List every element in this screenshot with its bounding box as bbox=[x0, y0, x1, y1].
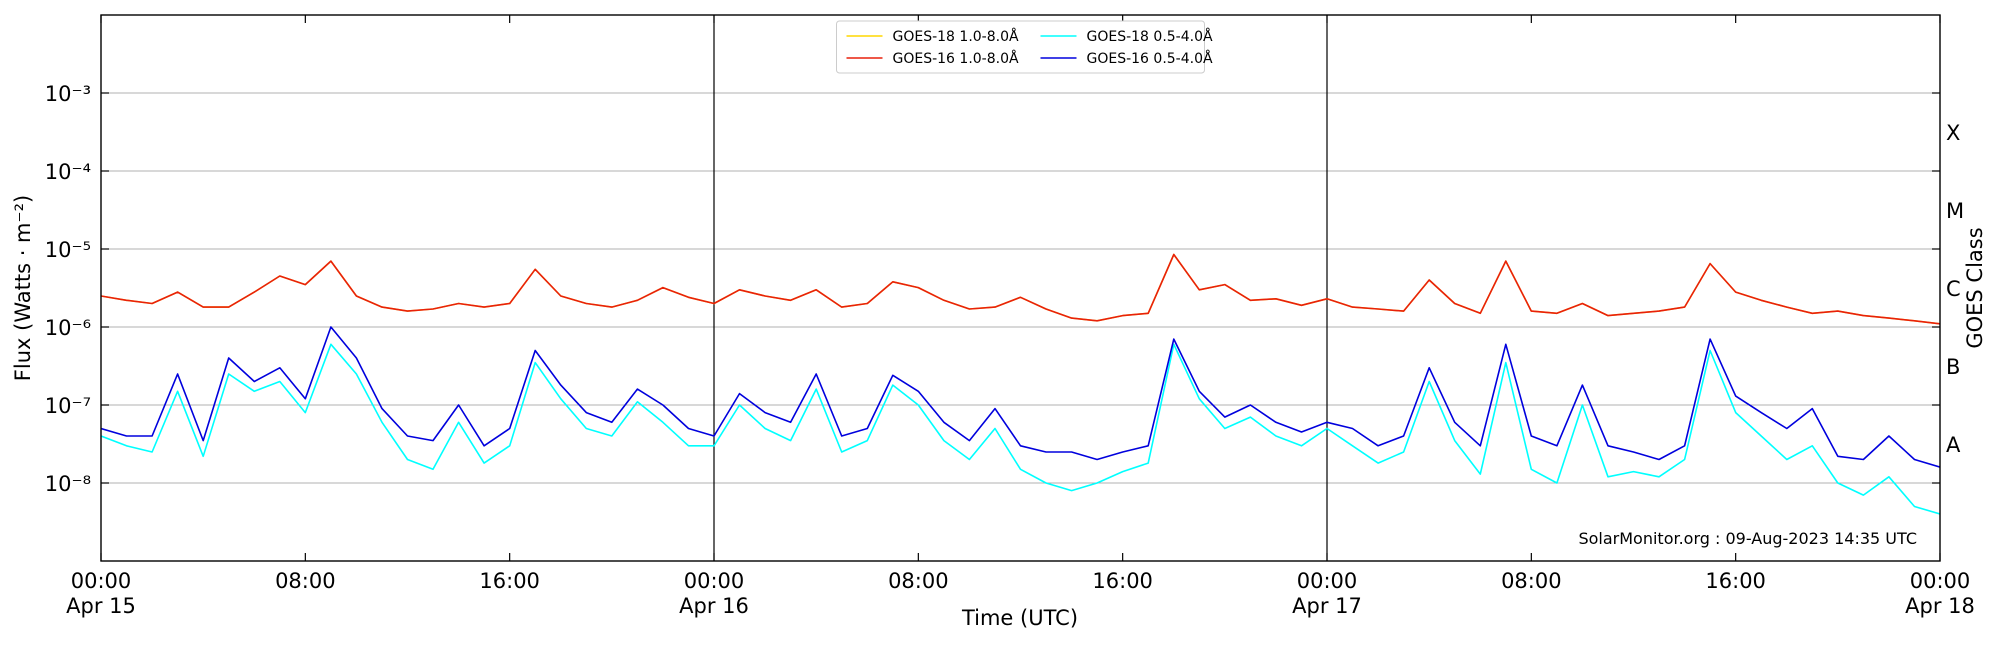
x-tick-date: Apr 18 bbox=[1905, 594, 1975, 618]
x-tick-label: 00:00 bbox=[1910, 569, 1971, 593]
x-tick-label: 08:00 bbox=[275, 569, 336, 593]
x-tick-label: 16:00 bbox=[479, 569, 540, 593]
annotation: SolarMonitor.org : 09-Aug-2023 14:35 UTC bbox=[1578, 529, 1917, 548]
x-axis-label: Time (UTC) bbox=[961, 606, 1078, 630]
legend-label: GOES-16 0.5-4.0Å bbox=[1087, 50, 1213, 67]
x-tick-label: 16:00 bbox=[1705, 569, 1766, 593]
legend-label: GOES-16 1.0-8.0Å bbox=[893, 50, 1019, 67]
series-line bbox=[101, 343, 1940, 515]
goes-class-label: X bbox=[1946, 121, 1960, 145]
x-tick-label: 00:00 bbox=[1297, 569, 1358, 593]
x-tick-label: 00:00 bbox=[71, 569, 132, 593]
plot-frame bbox=[100, 14, 1941, 562]
x-tick-label: 08:00 bbox=[888, 569, 949, 593]
series-line bbox=[101, 253, 1940, 325]
y2-axis-label: GOES Class bbox=[1963, 227, 1987, 348]
legend-box bbox=[836, 20, 1205, 74]
y-tick-label: 10⁻⁸ bbox=[45, 472, 91, 496]
y-tick-label: 10⁻⁴ bbox=[45, 160, 91, 184]
goes-class-label: C bbox=[1946, 277, 1961, 301]
goes-class-label: A bbox=[1946, 433, 1961, 457]
x-tick-label: 16:00 bbox=[1092, 569, 1153, 593]
legend-label: GOES-18 1.0-8.0Å bbox=[893, 28, 1019, 45]
x-tick-date: Apr 16 bbox=[679, 594, 749, 618]
x-tick-label: 08:00 bbox=[1501, 569, 1562, 593]
x-tick-date: Apr 17 bbox=[1292, 594, 1362, 618]
series-line bbox=[101, 253, 1940, 325]
y-tick-label: 10⁻³ bbox=[45, 82, 91, 106]
x-tick-date: Apr 15 bbox=[66, 594, 136, 618]
y-tick-label: 10⁻⁶ bbox=[45, 316, 91, 340]
goes-class-label: M bbox=[1946, 199, 1964, 223]
y-tick-label: 10⁻⁵ bbox=[45, 238, 91, 262]
x-tick-label: 00:00 bbox=[684, 569, 745, 593]
y-axis-label: Flux (Watts · m⁻²) bbox=[11, 195, 35, 381]
series-line bbox=[101, 326, 1940, 468]
legend-label: GOES-18 0.5-4.0Å bbox=[1087, 28, 1213, 45]
plot-lines bbox=[101, 253, 1940, 515]
y-tick-label: 10⁻⁷ bbox=[45, 394, 91, 418]
goes-class-label: B bbox=[1946, 355, 1960, 379]
